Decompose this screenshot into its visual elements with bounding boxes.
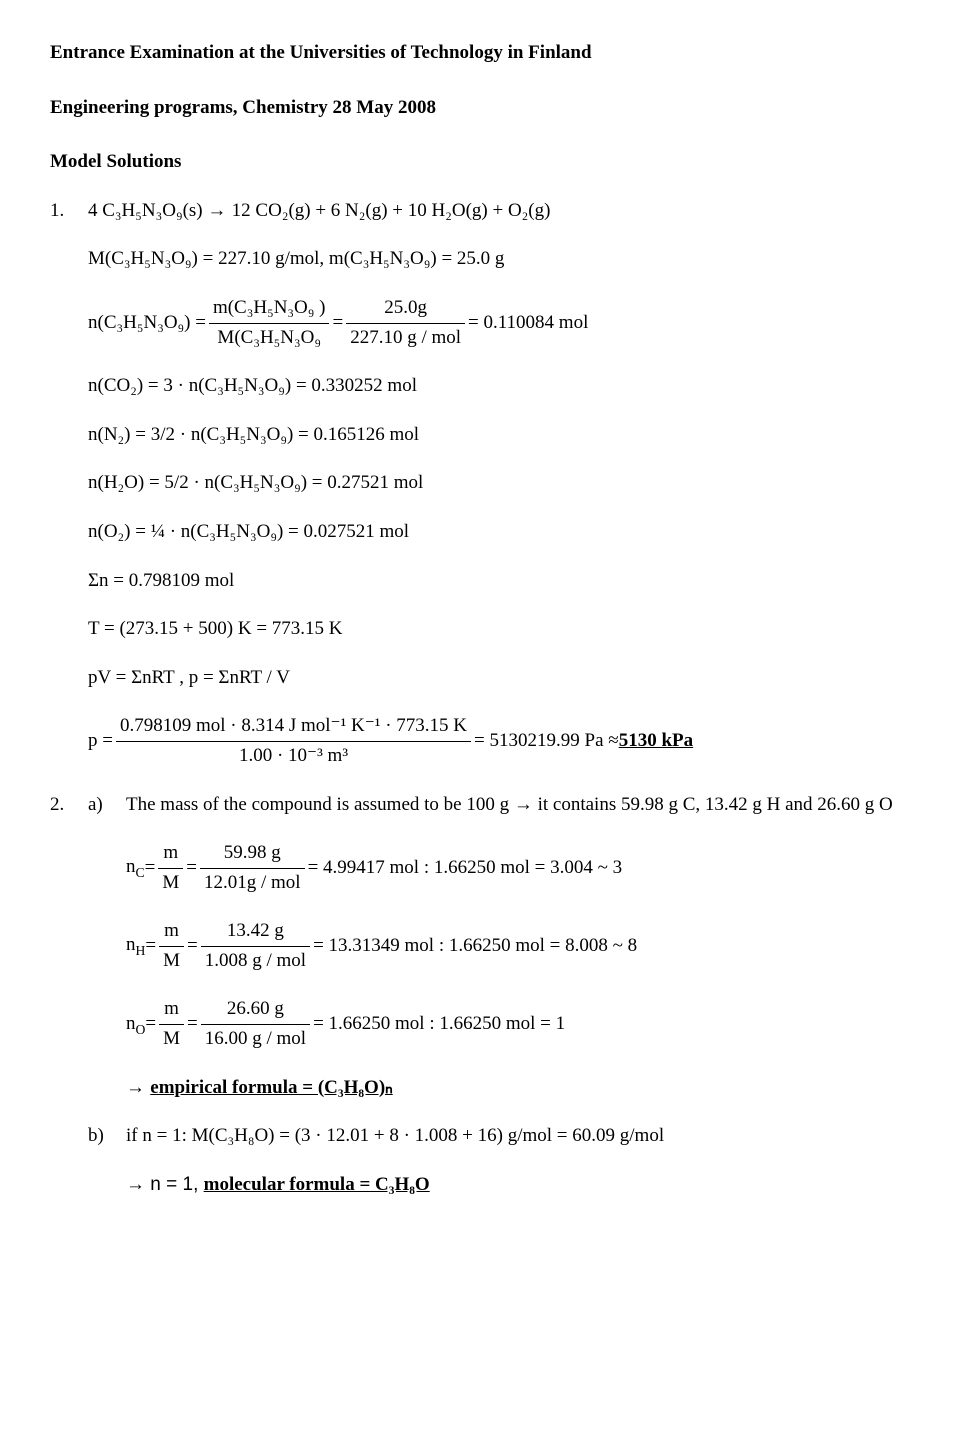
equals-sign: = [332, 310, 343, 337]
q2-b-line: if n = 1: M(C₃H₈O) = (3 · 12.01 + 8 · 1.… [126, 1123, 910, 1150]
eq: = [145, 855, 156, 882]
q1-reaction-row: 1. 4 C₃H₅N₃O₉(s) → 12 CO₂(g) + 6 N₂(g) +… [50, 198, 910, 225]
q2-b-label: b) [88, 1123, 126, 1150]
q1-p-prefix: p = [88, 728, 113, 755]
q1-molar-mass: M(C₃H₅N₃O₉) = 227.10 g/mol, m(C₃H₅N₃O₉) … [88, 246, 910, 273]
eq: = [187, 1011, 198, 1038]
q2-molecular-formula: molecular formula = C₃H₈O [204, 1174, 430, 1195]
q2-number: 2. [50, 792, 88, 819]
document-subtitle: Engineering programs, Chemistry 28 May 2… [50, 95, 910, 122]
q1-frac-symbolic-top: m(C₃H₅N₃O₉ ) [209, 295, 330, 324]
right-arrow-icon: → n = 1, [126, 1174, 204, 1195]
right-arrow-icon: → [207, 200, 231, 221]
eq: = [145, 1011, 156, 1038]
eq: = [187, 933, 198, 960]
q2-nh-symbol: nH [126, 932, 145, 960]
q2-nc-symbol: nC [126, 854, 145, 882]
q1-frac-numeric-top: 25.0g [346, 295, 465, 324]
q1-n-result: = 0.110084 mol [468, 310, 588, 337]
q2-empirical-formula: empirical formula = (C₃H₈O)ₙ [150, 1077, 392, 1098]
q2-nc-result: = 4.99417 mol : 1.66250 mol = 3.004 ~ 3 [308, 855, 623, 882]
q1-n-h2o: n(H₂O) = 5/2 · n(C₃H₅N₃O₉) = 0.27521 mol [88, 470, 910, 497]
q2-no-result: = 1.66250 mol : 1.66250 mol = 1 [313, 1011, 565, 1038]
q2-a-row: 2. a) The mass of the compound is assume… [50, 792, 910, 819]
q1-p-frac-top: 0.798109 mol · 8.314 J mol⁻¹ K⁻¹ · 773.1… [116, 713, 471, 742]
q1-n-prefix: n(C₃H₅N₃O₉) = [88, 310, 206, 337]
q1-frac-numeric: 25.0g 227.10 g / mol [346, 295, 465, 351]
eq: = [186, 855, 197, 882]
q2-b-row: b) if n = 1: M(C₃H₈O) = (3 · 12.01 + 8 ·… [50, 1123, 910, 1150]
q1-reaction: 4 C₃H₅N₃O₉(s) → 12 CO₂(g) + 6 N₂(g) + 10… [88, 198, 910, 225]
q1-frac-numeric-bot: 227.10 g / mol [346, 324, 465, 352]
q2-a-intro: The mass of the compound is assumed to b… [126, 792, 910, 819]
q2-frac-mM: m M [159, 918, 184, 974]
q1-frac-symbolic: m(C₃H₅N₃O₉ ) M(C₃H₅N₃O₉ [209, 295, 330, 351]
q1-reaction-rhs: 12 CO₂(g) + 6 N₂(g) + 10 H₂O(g) + O₂(g) [232, 200, 551, 221]
q2-nh-frac: 13.42 g 1.008 g / mol [201, 918, 310, 974]
q1-pressure-eq: p = 0.798109 mol · 8.314 J mol⁻¹ K⁻¹ · 7… [88, 713, 910, 769]
document-title: Entrance Examination at the Universities… [50, 40, 910, 67]
q2-no-frac: 26.60 g 16.00 g / mol [201, 996, 310, 1052]
q2-empirical-line: → empirical formula = (C₃H₈O)ₙ [126, 1075, 910, 1102]
q2-nc-line: nC = m M = 59.98 g 12.01g / mol = 4.9941… [126, 840, 910, 896]
right-arrow-icon: → [126, 1077, 150, 1098]
q2-frac-mM: m M [159, 996, 184, 1052]
q1-n-n2: n(N₂) = 3/2 · n(C₃H₅N₃O₉) = 0.165126 mol [88, 422, 910, 449]
eq: = [145, 933, 156, 960]
q2-molecular-line: → n = 1, molecular formula = C₃H₈O [126, 1172, 910, 1199]
q1-temperature: T = (273.15 + 500) K = 773.15 K [88, 616, 910, 643]
q2-frac-mM: m M [158, 840, 183, 896]
q1-p-result-final: 5130 kPa [619, 728, 693, 755]
q1-sigma-n: Σn = 0.798109 mol [88, 568, 910, 595]
q1-frac-symbolic-bot: M(C₃H₅N₃O₉ [209, 324, 330, 352]
q1-p-frac: 0.798109 mol · 8.314 J mol⁻¹ K⁻¹ · 773.1… [116, 713, 471, 769]
q1-n-co2: n(CO₂) = 3 · n(C₃H₅N₃O₉) = 0.330252 mol [88, 373, 910, 400]
q2-no-symbol: nO [126, 1011, 145, 1039]
q1-pv-relation: pV = ΣnRT , p = ΣnRT / V [88, 665, 910, 692]
q2-a-label: a) [88, 792, 126, 819]
q2-nh-result: = 13.31349 mol : 1.66250 mol = 8.008 ~ 8 [313, 933, 637, 960]
q1-number: 1. [50, 198, 88, 225]
q2-nc-frac: 59.98 g 12.01g / mol [200, 840, 305, 896]
q2-no-line: nO = m M = 26.60 g 16.00 g / mol = 1.662… [126, 996, 910, 1052]
q1-p-frac-bot: 1.00 · 10⁻³ m³ [116, 742, 471, 770]
q1-p-result-num: = 5130219.99 Pa ≈ [474, 728, 619, 755]
q1-reaction-lhs: 4 C₃H₅N₃O₉(s) [88, 200, 203, 221]
section-label: Model Solutions [50, 149, 910, 176]
q1-n-o2: n(O₂) = ¼ · n(C₃H₅N₃O₉) = 0.027521 mol [88, 519, 910, 546]
q1-moles-equation: n(C₃H₅N₃O₉) = m(C₃H₅N₃O₉ ) M(C₃H₅N₃O₉ = … [88, 295, 910, 351]
q2-nh-line: nH = m M = 13.42 g 1.008 g / mol = 13.31… [126, 918, 910, 974]
